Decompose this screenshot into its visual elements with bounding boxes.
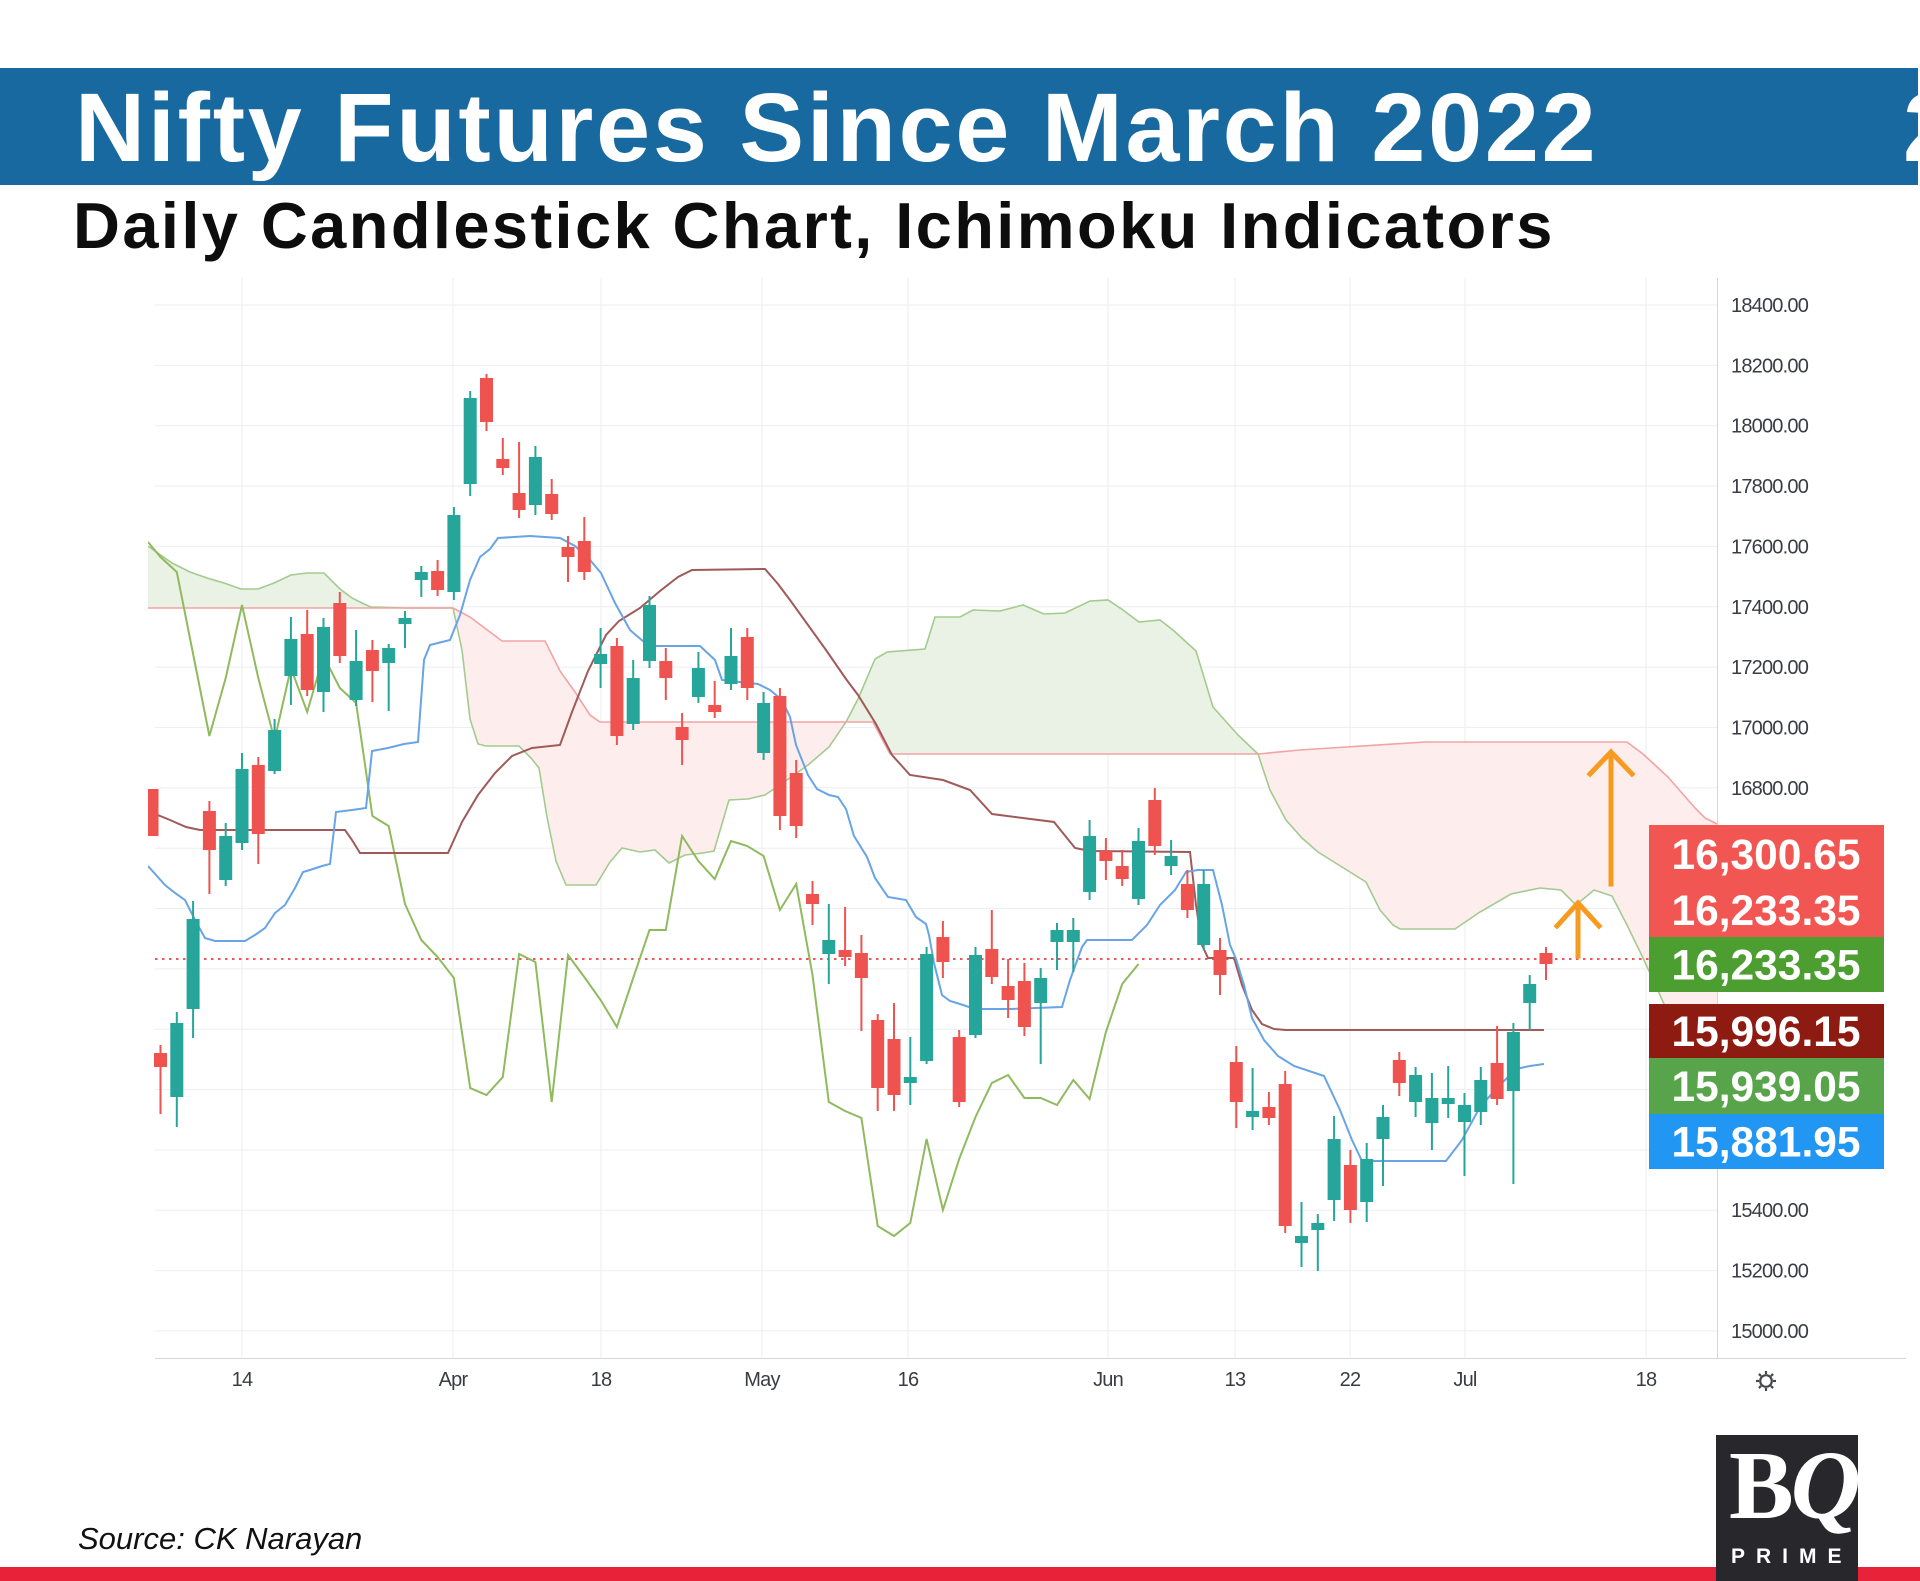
svg-text:14: 14 bbox=[232, 1369, 253, 1391]
svg-text:18400.00: 18400.00 bbox=[1731, 295, 1809, 317]
svg-text:17400.00: 17400.00 bbox=[1731, 597, 1809, 619]
svg-text:18200.00: 18200.00 bbox=[1731, 355, 1809, 377]
svg-text:Jul: Jul bbox=[1453, 1369, 1477, 1391]
svg-text:16,233.35: 16,233.35 bbox=[1671, 943, 1860, 990]
svg-text:15,996.15: 15,996.15 bbox=[1671, 1009, 1860, 1056]
svg-text:16800.00: 16800.00 bbox=[1731, 778, 1809, 800]
svg-text:Jun: Jun bbox=[1093, 1369, 1123, 1391]
svg-text:17000.00: 17000.00 bbox=[1731, 718, 1809, 740]
svg-text:17200.00: 17200.00 bbox=[1731, 657, 1809, 679]
svg-text:15,939.05: 15,939.05 bbox=[1671, 1064, 1860, 1111]
svg-text:16,233.35: 16,233.35 bbox=[1671, 888, 1860, 935]
svg-text:May: May bbox=[744, 1369, 780, 1391]
svg-text:22: 22 bbox=[1340, 1369, 1361, 1391]
svg-text:16,300.65: 16,300.65 bbox=[1671, 832, 1860, 879]
svg-text:Apr: Apr bbox=[439, 1369, 469, 1391]
svg-text:15,881.95: 15,881.95 bbox=[1671, 1120, 1860, 1167]
svg-text:18: 18 bbox=[591, 1369, 612, 1391]
svg-text:18000.00: 18000.00 bbox=[1731, 416, 1809, 438]
svg-text:15000.00: 15000.00 bbox=[1731, 1321, 1809, 1343]
svg-text:13: 13 bbox=[1225, 1369, 1246, 1391]
svg-text:15400.00: 15400.00 bbox=[1731, 1200, 1809, 1222]
svg-text:18: 18 bbox=[1636, 1369, 1657, 1391]
svg-text:15200.00: 15200.00 bbox=[1731, 1261, 1809, 1283]
svg-text:17600.00: 17600.00 bbox=[1731, 536, 1809, 558]
svg-text:16: 16 bbox=[898, 1369, 919, 1391]
svg-text:17800.00: 17800.00 bbox=[1731, 476, 1809, 498]
